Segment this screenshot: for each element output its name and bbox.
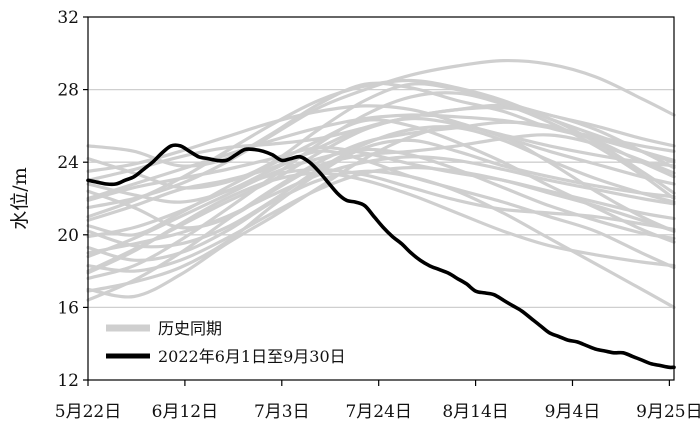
axes xyxy=(83,16,675,386)
historical-line xyxy=(86,169,676,309)
historical-line xyxy=(86,113,676,201)
historical-line xyxy=(86,78,676,219)
y-axis-title: 水位/m xyxy=(9,167,31,229)
series-2022 xyxy=(86,143,676,370)
historical-line xyxy=(86,104,676,186)
x-tick-label: 9月25日 xyxy=(636,402,700,422)
y-tick-label: 16 xyxy=(57,298,79,318)
y-tick-label: 32 xyxy=(57,8,79,28)
x-tick-labels: 5月22日 6月12日 7月3日 7月24日 8月14日 9月4日 9月25日 xyxy=(55,402,700,422)
historical-line xyxy=(86,155,676,255)
historical-line xyxy=(86,105,676,182)
historical-line xyxy=(86,171,676,275)
x-tick-label: 7月24日 xyxy=(345,402,411,422)
x-tick-label: 9月4日 xyxy=(545,402,601,422)
y-tick-label: 20 xyxy=(57,226,79,246)
historical-line xyxy=(86,138,676,293)
legend-label-2022: 2022年6月1日至9月30日 xyxy=(158,347,346,366)
gridlines xyxy=(88,88,674,309)
historical-line xyxy=(86,125,676,249)
historical-line xyxy=(86,167,676,239)
y-tick-label: 12 xyxy=(57,371,79,391)
x-tick-label: 8月14日 xyxy=(442,402,508,422)
line-2022 xyxy=(86,143,676,370)
x-tick-label: 6月12日 xyxy=(152,402,218,422)
historical-line xyxy=(86,147,676,259)
historical-line xyxy=(86,165,676,273)
plot-frame xyxy=(87,16,675,381)
historical-series xyxy=(86,58,676,309)
y-tick-labels: 12 16 20 24 28 32 xyxy=(57,8,79,391)
x-tick-label: 5月22日 xyxy=(55,402,121,422)
historical-line xyxy=(86,82,676,190)
y-tick-label: 28 xyxy=(57,81,79,101)
historical-line xyxy=(86,133,676,230)
y-tick-label: 24 xyxy=(57,153,79,173)
x-tick-label: 7月3日 xyxy=(254,402,310,422)
legend-label-historical: 历史同期 xyxy=(158,319,222,338)
legend: 历史同期 2022年6月1日至9月30日 xyxy=(106,319,346,366)
